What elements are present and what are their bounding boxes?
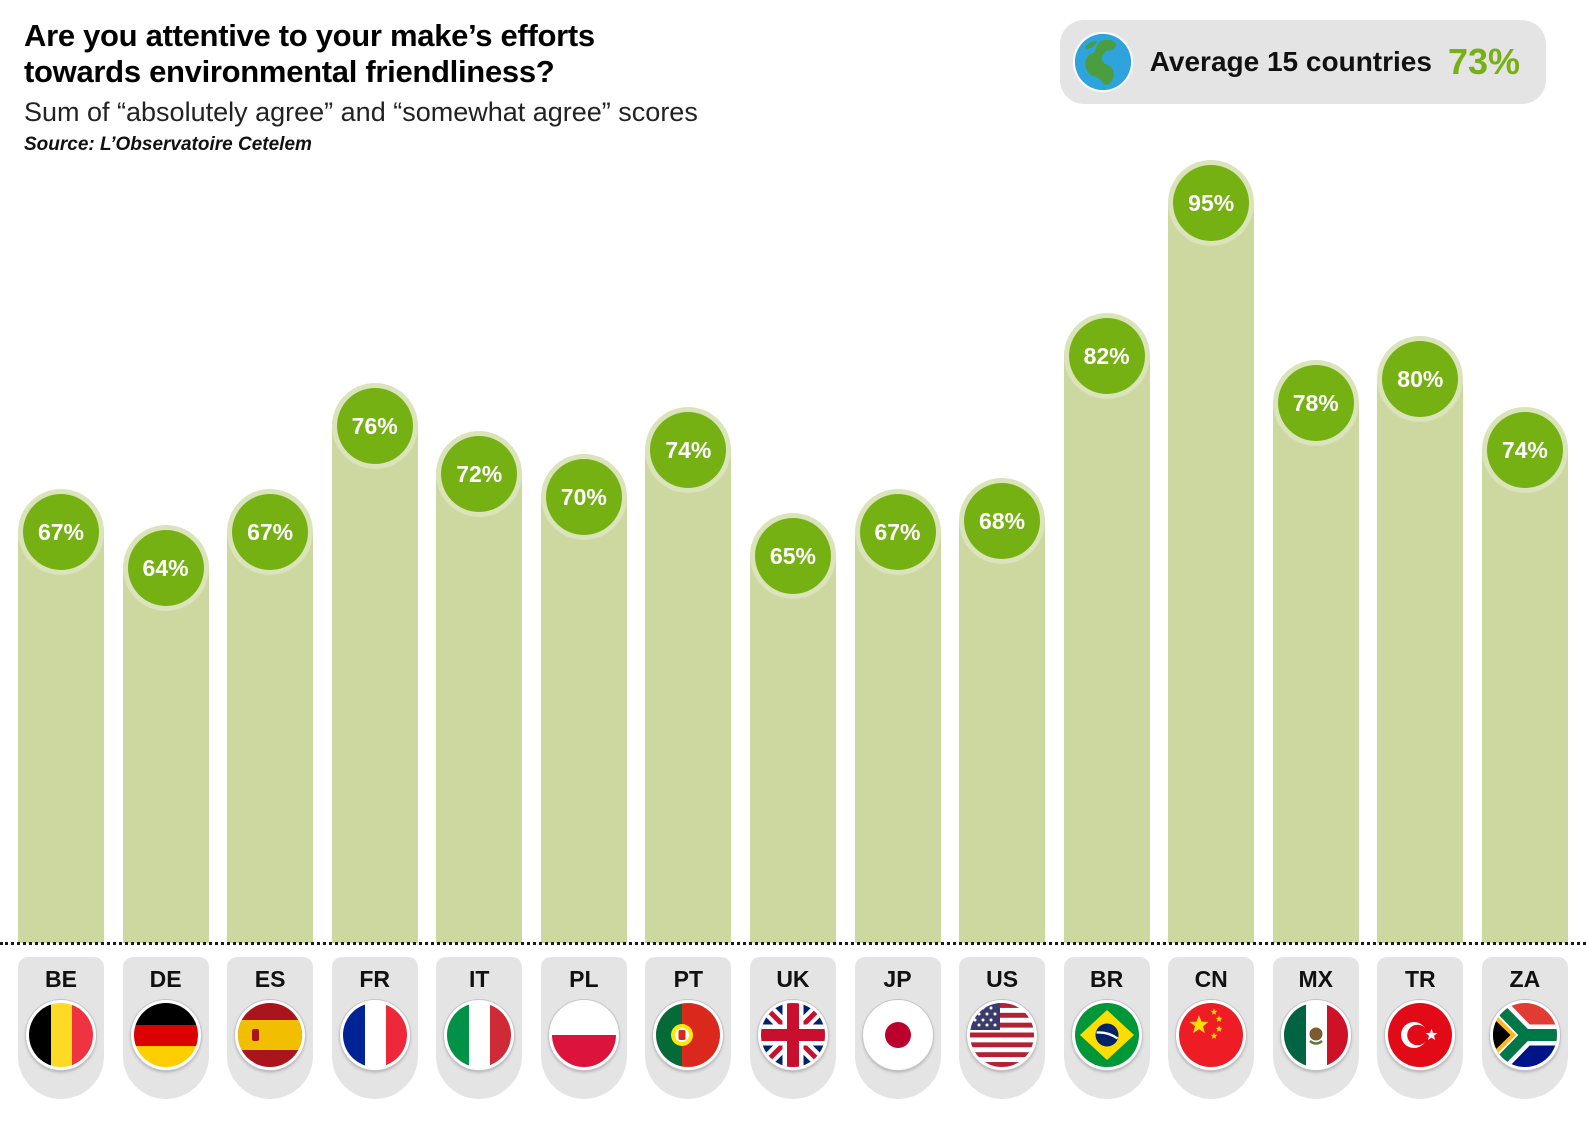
bar-de: 64%	[122, 525, 209, 943]
flag-icon-jp	[862, 1000, 933, 1070]
country-code-label: CN	[1194, 966, 1228, 992]
value-bubble-uk: 65%	[754, 518, 831, 594]
flag-icon-es	[235, 1000, 306, 1070]
country-code-label: BR	[1090, 966, 1124, 992]
country-code-label: MX	[1298, 966, 1334, 992]
country-tile-za: ZA	[1481, 957, 1568, 1099]
flag-icon-uk	[757, 1000, 828, 1070]
bar-es: 67%	[227, 489, 314, 943]
country-tile-jp: JP	[854, 957, 941, 1099]
bar-fr: 76%	[331, 383, 418, 943]
average-badge: Average 15 countries 73%	[1059, 20, 1546, 104]
bar-br: 82%	[1063, 313, 1150, 943]
country-code-label: JP	[883, 966, 912, 992]
country-tile-pt: PT	[645, 957, 732, 1099]
bar-be: 67%	[18, 489, 104, 943]
value-bubble-pl: 70%	[545, 459, 622, 535]
bar-tr: 80%	[1377, 336, 1464, 943]
value-bubble-cn: 95%	[1173, 165, 1250, 241]
flag-icon-tr	[1385, 1000, 1456, 1070]
chart-subtitle: Sum of “absolutely agree” and “somewhat …	[24, 97, 698, 128]
country-code-label: ZA	[1509, 966, 1541, 992]
country-code-label: BE	[45, 966, 77, 992]
bar-mx: 78%	[1272, 360, 1359, 943]
bar-chart: 67% 64% 67% 76% 72% 70% 74% 65% 67% 68% 82% 95% 78% 8…	[18, 153, 1568, 943]
country-tile-cn: CN	[1168, 957, 1255, 1099]
value-bubble-es: 67%	[232, 494, 309, 570]
value-bubble-br: 82%	[1068, 318, 1145, 394]
country-tile-br: BR	[1063, 957, 1150, 1099]
value-bubble-jp: 67%	[859, 494, 936, 570]
country-tile-tr: TR	[1377, 957, 1464, 1099]
globe-icon	[1072, 31, 1134, 93]
flag-icon-br	[1071, 1000, 1142, 1070]
value-bubble-za: 74%	[1486, 412, 1563, 488]
country-code-label: PL	[569, 966, 599, 992]
country-code-label: FR	[359, 966, 391, 992]
country-tile-be: BE	[18, 957, 104, 1099]
value-bubble-be: 67%	[23, 494, 99, 570]
country-code-label: DE	[149, 966, 182, 992]
chart-title: Are you attentive to your make’s efforts…	[24, 18, 924, 89]
country-tile-uk: UK	[749, 957, 836, 1099]
country-code-label: PT	[673, 966, 704, 992]
value-bubble-us: 68%	[964, 483, 1041, 559]
bar-pt: 74%	[645, 407, 732, 943]
bar-cn: 95%	[1168, 160, 1255, 943]
baseline-dotted-divider	[0, 942, 1586, 945]
average-badge-value: 73%	[1447, 41, 1520, 82]
country-tile-pl: PL	[540, 957, 627, 1099]
flag-icon-it	[444, 1000, 515, 1070]
value-bubble-pt: 74%	[650, 412, 727, 488]
flag-icon-pt	[653, 1000, 724, 1070]
country-tile-us: US	[959, 957, 1046, 1099]
value-bubble-tr: 80%	[1382, 341, 1459, 417]
flag-icon-cn	[1176, 1000, 1247, 1070]
flag-icon-us	[967, 1000, 1038, 1070]
country-tile-de: DE	[122, 957, 209, 1099]
bar-za: 74%	[1481, 407, 1568, 943]
value-bubble-fr: 76%	[336, 388, 413, 464]
value-bubble-de: 64%	[127, 530, 204, 606]
flag-icon-mx	[1280, 1000, 1351, 1070]
chart-source: Source: L’Observatoire Cetelem	[24, 134, 312, 156]
value-bubble-it: 72%	[441, 436, 518, 512]
value-bubble-mx: 78%	[1277, 365, 1354, 441]
bar-pl: 70%	[540, 454, 627, 943]
country-code-label: ES	[254, 966, 286, 992]
country-tile-mx: MX	[1272, 957, 1359, 1099]
chart-title-line2: towards environmental friendliness?	[24, 53, 555, 89]
bar-it: 72%	[436, 431, 523, 943]
country-code-label: IT	[469, 966, 490, 992]
flag-icon-za	[1489, 1000, 1560, 1070]
chart-title-line1: Are you attentive to your make’s efforts	[24, 18, 595, 53]
chart-header: Are you attentive to your make’s efforts…	[24, 18, 924, 156]
flag-icon-be	[26, 1000, 96, 1070]
country-labels: BE DE ES FR IT PL PT UK JP US BR CN MX TR ZA	[18, 957, 1568, 1099]
flag-icon-pl	[548, 1000, 619, 1070]
country-code-label: UK	[776, 966, 810, 992]
country-tile-it: IT	[436, 957, 523, 1099]
bar-us: 68%	[959, 478, 1046, 943]
flag-icon-fr	[339, 1000, 410, 1070]
country-tile-fr: FR	[331, 957, 418, 1099]
bar-jp: 67%	[854, 489, 941, 943]
country-tile-es: ES	[227, 957, 314, 1099]
flag-icon-de	[130, 1000, 201, 1070]
country-code-label: TR	[1404, 966, 1436, 992]
bar-uk: 65%	[749, 513, 836, 943]
average-badge-label: Average 15 countries	[1149, 46, 1432, 77]
country-code-label: US	[986, 966, 1019, 992]
